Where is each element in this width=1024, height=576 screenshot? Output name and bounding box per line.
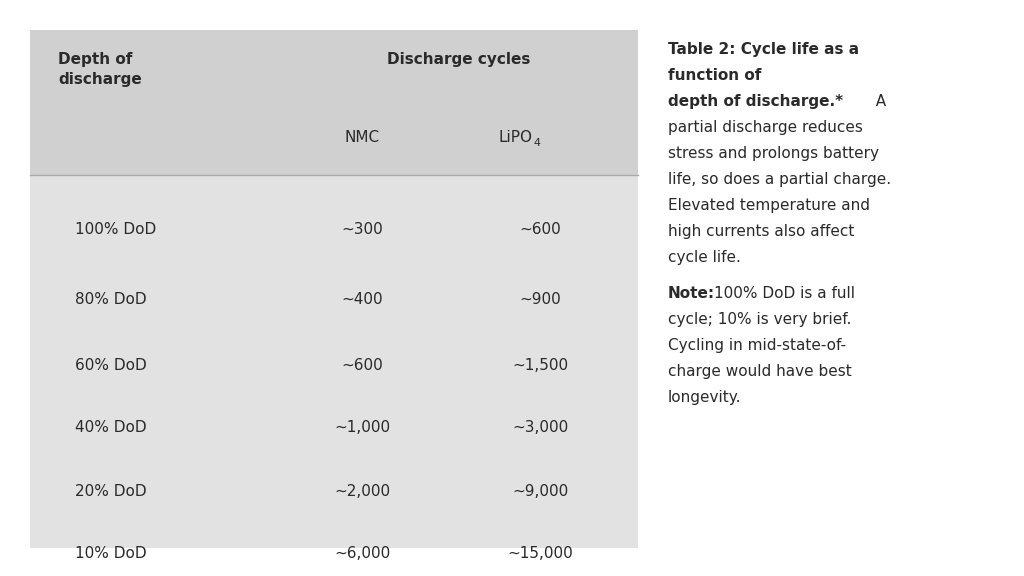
Text: cycle life.: cycle life.: [668, 250, 741, 265]
Bar: [30, 30, 638, 548]
Text: 4: 4: [534, 138, 541, 148]
Text: Note:: Note:: [668, 286, 715, 301]
Text: 80% DoD: 80% DoD: [75, 293, 146, 308]
Text: function of: function of: [668, 68, 762, 83]
Bar: [30, 30, 638, 175]
Text: Discharge cycles: Discharge cycles: [387, 52, 530, 67]
Text: 60% DoD: 60% DoD: [75, 358, 146, 373]
Text: high currents also affect: high currents also affect: [668, 224, 854, 239]
Text: stress and prolongs battery: stress and prolongs battery: [668, 146, 879, 161]
Text: ~600: ~600: [341, 358, 383, 373]
Text: ~600: ~600: [519, 222, 561, 237]
Text: ~9,000: ~9,000: [512, 484, 568, 499]
Text: life, so does a partial charge.: life, so does a partial charge.: [668, 172, 891, 187]
Text: ~2,000: ~2,000: [334, 484, 390, 499]
Text: LiPO: LiPO: [498, 130, 532, 145]
Text: depth of discharge.*: depth of discharge.*: [668, 94, 843, 109]
Text: ~1,500: ~1,500: [512, 358, 568, 373]
Text: ~15,000: ~15,000: [507, 545, 572, 560]
Text: ~400: ~400: [341, 293, 383, 308]
Text: Cycling in mid-state-of-: Cycling in mid-state-of-: [668, 338, 846, 353]
Text: ~3,000: ~3,000: [512, 420, 568, 435]
Text: ~6,000: ~6,000: [334, 545, 390, 560]
Text: partial discharge reduces: partial discharge reduces: [668, 120, 863, 135]
Text: longevity.: longevity.: [668, 390, 741, 405]
Text: ~300: ~300: [341, 222, 383, 237]
Text: 100% DoD is a full: 100% DoD is a full: [714, 286, 855, 301]
Text: cycle; 10% is very brief.: cycle; 10% is very brief.: [668, 312, 851, 327]
Text: ~1,000: ~1,000: [334, 420, 390, 435]
Text: NMC: NMC: [344, 130, 380, 145]
Text: ~900: ~900: [519, 293, 561, 308]
Text: charge would have best: charge would have best: [668, 364, 852, 379]
Text: Table 2: Cycle life as a: Table 2: Cycle life as a: [668, 42, 859, 57]
Text: Depth of
discharge: Depth of discharge: [58, 52, 141, 87]
Text: 100% DoD: 100% DoD: [75, 222, 157, 237]
Text: 10% DoD: 10% DoD: [75, 545, 146, 560]
Text: A: A: [866, 94, 886, 109]
Text: 20% DoD: 20% DoD: [75, 484, 146, 499]
Text: Elevated temperature and: Elevated temperature and: [668, 198, 870, 213]
Text: 40% DoD: 40% DoD: [75, 420, 146, 435]
